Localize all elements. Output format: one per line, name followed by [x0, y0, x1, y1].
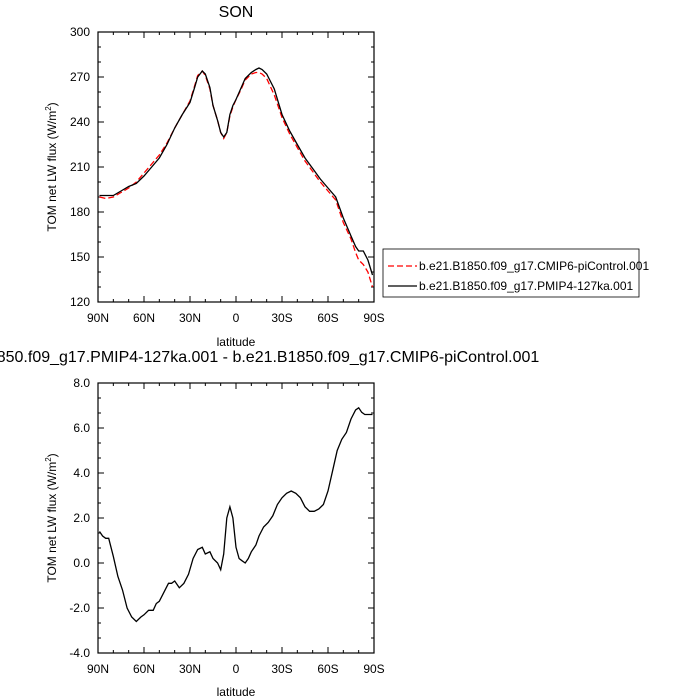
y-tick-label: 0.0 [73, 556, 90, 570]
y-tick-label: 120 [70, 295, 90, 309]
legend: b.e21.B1850.f09_g17.CMIP6-piControl.001 … [382, 248, 649, 298]
x-tick-label: 90S [363, 311, 384, 325]
legend-box [382, 248, 640, 298]
x-tick-label: 30S [271, 662, 292, 676]
x-tick-label: 0 [233, 662, 240, 676]
bottom-x-axis-label: latitude [217, 685, 256, 699]
legend-label-127ka: b.e21.B1850.f09_g17.PMIP4-127ka.001 [419, 279, 633, 293]
y-tick-label: 150 [70, 250, 90, 264]
x-tick-label: 30N [179, 311, 201, 325]
bottom-chart-title: b.e21.B1850.f09_g17.PMIP4-127ka.001 - b.… [0, 349, 539, 366]
y-tick-label: 240 [70, 115, 90, 129]
top-series-line-1 [99, 67, 374, 276]
bottom-y-axis-label: TOM net LW flux (W/m2) [44, 453, 59, 582]
x-tick-label: 90N [87, 311, 109, 325]
bottom-series-line-0 [98, 406, 373, 623]
y-tick-label: 210 [70, 160, 90, 174]
x-tick-label: 60S [317, 311, 338, 325]
y-tick-label: 8.0 [73, 376, 90, 390]
y-tick-label: 270 [70, 70, 90, 84]
x-tick-label: 90N [87, 662, 109, 676]
y-tick-label: -4.0 [69, 646, 90, 660]
bottom-panel: b.e21.B1850.f09_g17.PMIP4-127ka.001 - b.… [0, 349, 539, 699]
top-ticks: 90N 60N 30N 0 30S 60S 90S 120 150 180 210 240 270 300 [70, 25, 385, 325]
bottom-series [98, 406, 373, 623]
x-tick-label: 30S [271, 311, 292, 325]
top-series [99, 67, 374, 288]
x-tick-label: 0 [233, 311, 240, 325]
y-tick-label: 180 [70, 205, 90, 219]
y-tick-label: 2.0 [73, 511, 90, 525]
y-tick-label: -2.0 [69, 601, 90, 615]
x-tick-label: 30N [179, 662, 201, 676]
y-tick-label: 300 [70, 25, 90, 39]
x-tick-label: 60S [317, 662, 338, 676]
x-tick-label: 60N [133, 311, 155, 325]
bottom-ticks: 90N 60N 30N 0 30S 60S 90S -4.0 -2.0 0.0 2.0 4.0 6.0 8… [69, 376, 384, 676]
top-plot-frame [97, 31, 375, 303]
bottom-plot-frame [97, 382, 375, 654]
legend-label-picontrol: b.e21.B1850.f09_g17.CMIP6-piControl.001 [419, 259, 649, 273]
top-series-line-0 [99, 69, 374, 288]
y-tick-label: 4.0 [73, 466, 90, 480]
top-y-axis-label: TOM net LW flux (W/m2) [44, 102, 59, 231]
top-x-axis-label: latitude [217, 335, 256, 349]
x-tick-label: 60N [133, 662, 155, 676]
top-chart-title: SON [219, 4, 254, 21]
y-tick-label: 6.0 [73, 421, 90, 435]
x-tick-label: 90S [363, 662, 384, 676]
top-panel: SON 90N 60N 30N 0 30S 60S 90S 120 150 180 210 240 27… [44, 4, 385, 349]
